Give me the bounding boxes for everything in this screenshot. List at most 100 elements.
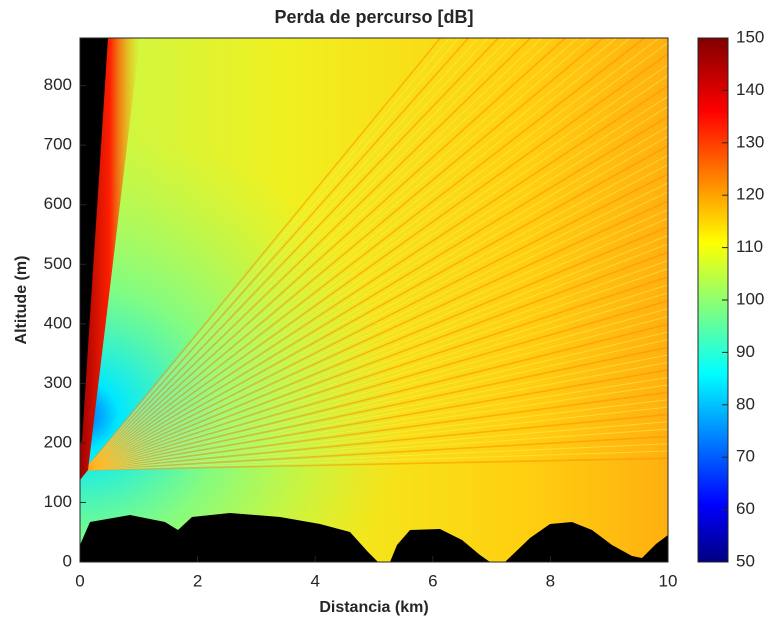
ray xyxy=(84,243,668,471)
colorbar-tick-label: 80 xyxy=(736,394,755,413)
x-tick-label: 0 xyxy=(75,571,84,590)
ray xyxy=(84,315,668,471)
colorbar-tick-label: 110 xyxy=(736,237,763,256)
colorbar-tick-label: 100 xyxy=(736,289,764,308)
ray xyxy=(84,38,543,471)
ray xyxy=(84,38,661,471)
ray xyxy=(84,308,668,471)
heatmap-field xyxy=(80,38,668,562)
ray xyxy=(84,199,668,471)
y-tick-label: 300 xyxy=(44,373,72,392)
ray xyxy=(84,38,532,471)
ray xyxy=(84,135,668,471)
ray xyxy=(84,125,668,471)
ray xyxy=(84,38,618,471)
ray xyxy=(84,42,668,471)
y-tick-label: 700 xyxy=(44,135,72,154)
ray xyxy=(84,226,668,471)
terrain xyxy=(80,513,668,562)
ray xyxy=(84,38,489,471)
ray xyxy=(84,38,500,471)
ray xyxy=(84,182,668,471)
ray xyxy=(84,443,668,471)
ray xyxy=(84,38,470,471)
x-tick-label: 8 xyxy=(546,571,555,590)
ray xyxy=(84,391,668,471)
colorbar-tick-label: 140 xyxy=(736,80,764,99)
ray xyxy=(84,164,668,471)
ray xyxy=(84,275,668,471)
colorbar-tick-label: 70 xyxy=(736,447,755,466)
ray xyxy=(84,354,668,471)
ray xyxy=(84,361,668,471)
ray xyxy=(84,369,668,471)
y-tick-label: 500 xyxy=(44,254,72,273)
y-tick-label: 100 xyxy=(44,492,72,511)
ray xyxy=(84,413,668,471)
ray xyxy=(84,191,668,471)
ray xyxy=(84,284,668,471)
ray xyxy=(84,172,668,471)
ray xyxy=(84,115,668,471)
ray xyxy=(84,38,510,471)
x-tick-label: 10 xyxy=(659,571,678,590)
y-tick-label: 400 xyxy=(44,313,72,332)
ray xyxy=(84,251,668,471)
ray xyxy=(84,428,668,471)
colorbar-tick-label: 60 xyxy=(736,499,755,518)
ray xyxy=(84,406,668,471)
ray xyxy=(84,95,668,471)
ray xyxy=(84,299,668,471)
colorbar-tick-label: 50 xyxy=(736,551,755,570)
ray xyxy=(84,346,668,471)
ray xyxy=(84,376,668,471)
ray xyxy=(84,105,668,471)
x-axis-label: Distancia (km) xyxy=(319,599,428,616)
ray xyxy=(84,384,668,471)
ray xyxy=(84,268,668,471)
x-tick-label: 4 xyxy=(310,571,319,590)
axes-box xyxy=(79,37,669,563)
chart-title: Perda de percurso [dB] xyxy=(274,7,473,27)
ray xyxy=(84,38,460,471)
colorbar-tick-label: 150 xyxy=(736,27,764,46)
ray xyxy=(84,38,451,471)
colorbar-tick-label: 90 xyxy=(736,342,755,361)
ray xyxy=(84,38,555,471)
ray xyxy=(84,154,668,471)
x-tick-label: 2 xyxy=(193,571,202,590)
ray xyxy=(84,38,442,471)
y-tick-label: 600 xyxy=(44,194,72,213)
ray xyxy=(84,217,668,471)
ray xyxy=(84,421,668,471)
ray xyxy=(84,450,668,471)
ray xyxy=(84,331,668,471)
ray xyxy=(84,64,668,471)
ray xyxy=(84,259,668,471)
ray xyxy=(84,323,668,471)
ray xyxy=(84,144,668,471)
ray xyxy=(84,38,632,471)
ray xyxy=(84,38,579,471)
ray xyxy=(84,234,668,471)
ray xyxy=(84,339,668,471)
ray xyxy=(84,38,521,471)
ray xyxy=(84,209,668,471)
ray xyxy=(84,399,668,471)
ray xyxy=(84,38,605,471)
ray xyxy=(84,38,591,471)
y-tick-label: 0 xyxy=(63,551,72,570)
ray xyxy=(84,38,567,471)
ray xyxy=(84,457,668,471)
x-tick-label: 6 xyxy=(428,571,437,590)
y-axis-label: Altitude (m) xyxy=(13,256,30,345)
ray xyxy=(84,292,668,471)
colorbar-tick-label: 120 xyxy=(736,185,764,204)
ray xyxy=(84,74,668,471)
ray xyxy=(84,435,668,471)
ray xyxy=(84,38,646,471)
y-tick-label: 800 xyxy=(44,75,72,94)
ray xyxy=(84,84,668,471)
colorbar-tick-label: 130 xyxy=(736,132,764,151)
